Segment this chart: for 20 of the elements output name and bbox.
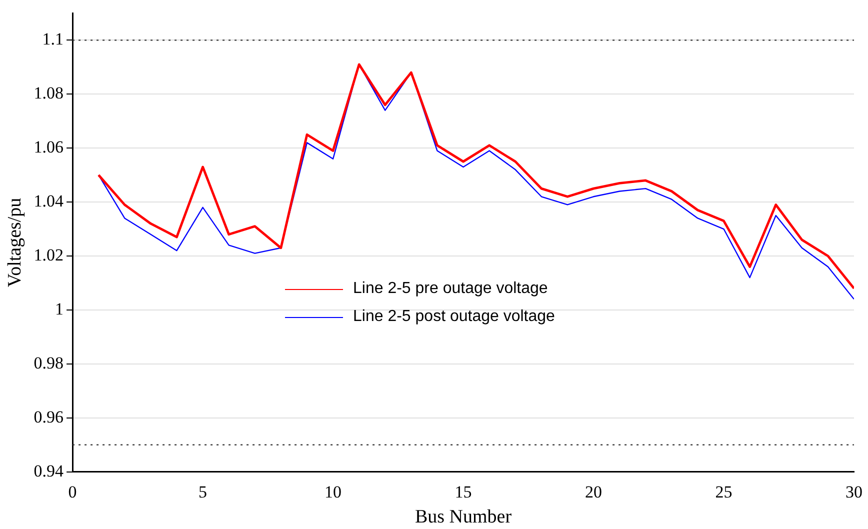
y-tick-label: 1.02 <box>34 245 64 264</box>
x-tick-label: 25 <box>715 482 732 502</box>
y-tick-label: 0.98 <box>34 353 64 372</box>
y-tick-label: 1.1 <box>42 30 64 49</box>
x-tick-label: 10 <box>324 482 342 502</box>
x-axis-title: Bus Number <box>414 506 512 528</box>
y-tick-label: 1.04 <box>34 192 64 211</box>
y-axis-title: Voltages/pu <box>4 197 26 288</box>
legend-label: Line 2-5 pre outage voltage <box>353 280 548 298</box>
y-tick-label: 0.94 <box>34 461 64 480</box>
x-tick-label: 5 <box>198 482 208 502</box>
x-tick-label: 0 <box>68 482 77 502</box>
x-tick-label: 20 <box>585 482 602 502</box>
y-tick-label: 1.06 <box>34 138 64 157</box>
y-tick-label: 0.96 <box>34 407 64 426</box>
x-tick-label: 15 <box>454 482 472 502</box>
y-tick-label: 1.08 <box>34 84 64 103</box>
legend-label: Line 2-5 post outage voltage <box>353 308 555 326</box>
x-tick-label: 30 <box>846 482 862 502</box>
y-tick-label: 1 <box>55 299 64 318</box>
